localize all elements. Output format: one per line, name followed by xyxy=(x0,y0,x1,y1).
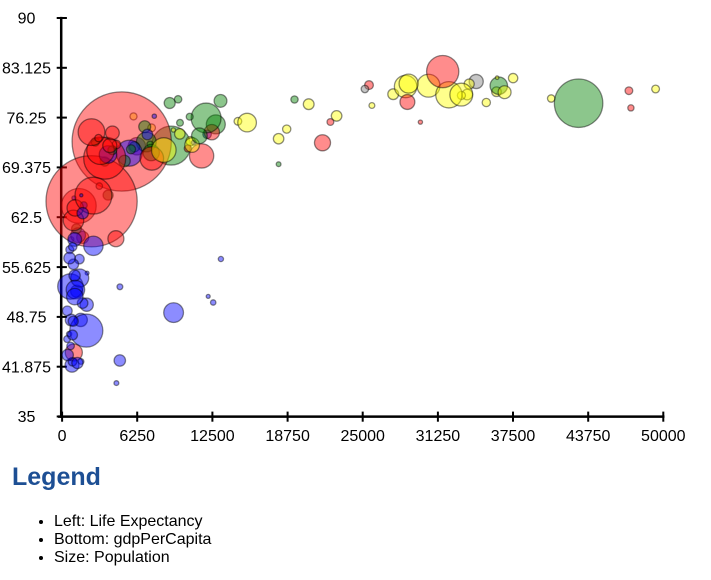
svg-text:37500: 37500 xyxy=(491,428,536,445)
svg-text:43750: 43750 xyxy=(566,428,611,445)
svg-text:12500: 12500 xyxy=(190,428,235,445)
svg-text:83.125: 83.125 xyxy=(2,61,51,78)
svg-text:25000: 25000 xyxy=(340,428,385,445)
svg-text:90: 90 xyxy=(18,11,36,28)
svg-text:69.375: 69.375 xyxy=(2,160,51,177)
svg-text:35: 35 xyxy=(18,409,36,426)
svg-text:50000: 50000 xyxy=(641,428,686,445)
svg-text:76.25: 76.25 xyxy=(6,110,46,127)
svg-text:62.5: 62.5 xyxy=(11,210,42,227)
svg-text:18750: 18750 xyxy=(265,428,310,445)
svg-text:31250: 31250 xyxy=(416,428,461,445)
svg-text:6250: 6250 xyxy=(119,428,155,445)
svg-text:0: 0 xyxy=(58,428,67,445)
svg-text:48.75: 48.75 xyxy=(6,310,46,327)
svg-text:41.875: 41.875 xyxy=(2,359,51,376)
svg-text:55.625: 55.625 xyxy=(2,260,51,277)
